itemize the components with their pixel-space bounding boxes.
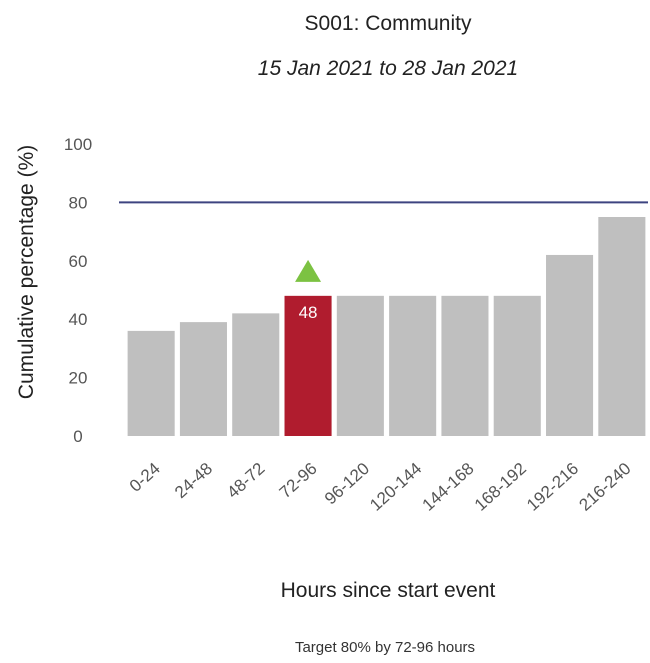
y-axis-label: Cumulative percentage (%) <box>15 145 38 399</box>
x-tick-label: 120-144 <box>366 459 425 515</box>
chart-title: S001: Community <box>305 12 472 35</box>
bar <box>441 295 489 436</box>
y-ticks: 0 20 40 60 80 100 <box>64 135 92 446</box>
y-tick-label: 60 <box>69 252 88 271</box>
bar <box>336 295 384 436</box>
x-tick-label: 144-168 <box>419 459 478 515</box>
bars: 48 <box>127 217 646 436</box>
up-triangle-marker <box>295 259 322 282</box>
bar <box>179 322 227 436</box>
y-tick-label: 80 <box>69 193 88 212</box>
bar <box>598 217 646 436</box>
x-tick-label: 168-192 <box>471 459 530 515</box>
bar <box>389 295 437 436</box>
x-ticks: 0-24 24-48 48-72 72-96 96-120120-144144-1681… <box>126 459 635 515</box>
y-tick-label: 100 <box>64 135 92 154</box>
bar <box>232 313 280 436</box>
bar-data-label: 48 <box>299 303 318 322</box>
x-tick-label: 0-24 <box>126 459 164 496</box>
bar <box>127 330 175 436</box>
y-tick-label: 40 <box>69 310 88 329</box>
chart-footnote: Target 80% by 72-96 hours <box>295 639 475 656</box>
x-tick-label: 24-48 <box>171 459 216 502</box>
bar <box>493 295 541 436</box>
x-tick-label: 72-96 <box>276 459 321 502</box>
x-tick-label: 96-120 <box>321 459 373 509</box>
x-axis-label: Hours since start event <box>281 579 496 602</box>
x-tick-label: 216-240 <box>575 459 634 515</box>
x-tick-label: 48-72 <box>223 459 268 502</box>
y-tick-label: 20 <box>69 369 88 388</box>
bar <box>546 254 594 436</box>
bar-highlighted <box>284 295 332 436</box>
y-tick-label: 0 <box>73 427 82 446</box>
chart-subtitle: 15 Jan 2021 to 28 Jan 2021 <box>258 57 518 80</box>
x-tick-label: 192-216 <box>523 459 582 515</box>
